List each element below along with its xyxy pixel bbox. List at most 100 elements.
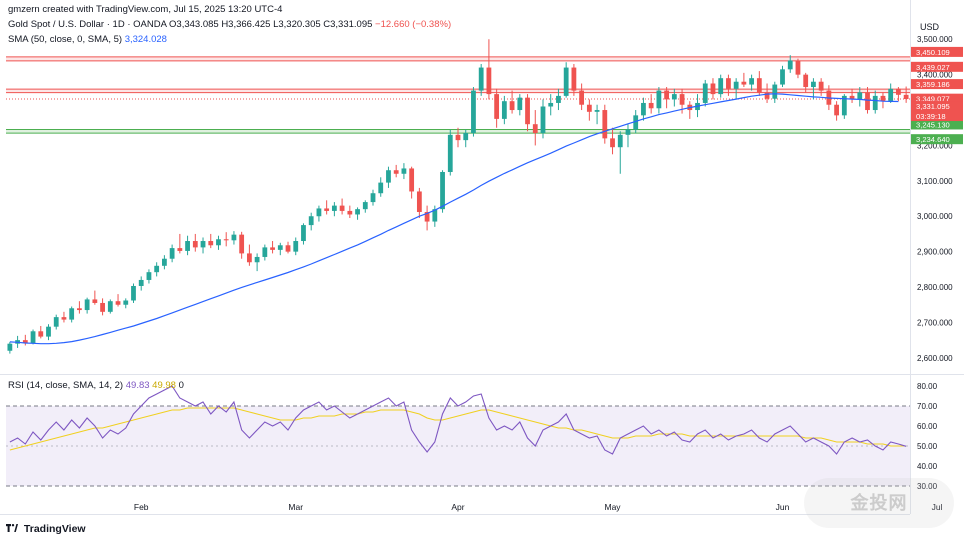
candle-body [285,245,291,252]
candle-body [131,285,136,301]
candle-body [169,248,175,259]
candle-body [594,110,600,112]
candle-body [355,209,360,215]
candle-body [540,106,546,134]
candle-body [30,331,36,343]
candle-body [370,193,376,203]
candle-body [154,265,160,273]
candle-body [53,317,59,327]
candle-body [803,74,809,88]
candle-body [339,205,345,211]
tradingview-logo[interactable]: TradingView [6,523,86,535]
candle-body [903,94,909,100]
rsi-tick-label: 40.00 [917,462,938,471]
candle-body [331,205,337,211]
candle-body [795,60,801,75]
candle-body [223,239,229,241]
candle-body [401,168,407,174]
tradingview-logo-icon [6,524,18,532]
rsi-tick-label: 30.00 [917,482,938,491]
price-change: −12.660 (−0.38%) [375,19,452,30]
price-tick-label: 3,100.000 [917,177,953,186]
support-price-tag [911,134,963,145]
candle-body [440,171,445,210]
candle-body [84,299,90,311]
candle-body [146,272,152,280]
candle-body [22,340,28,343]
time-axis-label: May [604,502,621,512]
candle-body [641,102,646,116]
candle-body [834,104,839,116]
time-axis-label: Feb [134,502,149,512]
candle-body [46,326,51,337]
candle-body [764,92,770,99]
last-price-label: 3,331.095 [916,102,950,111]
ohlc-values: O3,343.085 H3,366.425 L3,320.305 C3,331.… [169,19,373,30]
symbol-title[interactable]: Gold Spot / U.S. Dollar · 1D · OANDA [8,19,167,30]
watermark-logo: 金投网 [804,478,954,528]
support-price-tag [911,119,963,130]
candle-body [161,258,167,266]
candle-body [138,279,144,286]
resistance-zone [6,89,910,93]
resistance-price-label: 3,450.109 [916,48,950,57]
candle-body [756,78,762,93]
resistance-zone [6,56,910,61]
resistance-price-tag [911,93,963,104]
candle-body [386,170,391,183]
last-price-tag [911,101,963,122]
candle-body [780,69,785,85]
candle-body [246,253,252,263]
candle-body [818,81,824,91]
candle-body [200,241,206,248]
candle-body [38,331,44,337]
resistance-price-label: 3,349.077 [916,95,950,104]
resistance-price-tag [911,46,963,57]
candle-body [416,191,422,212]
price-tick-label: 3,400.000 [917,71,953,80]
rsi-label[interactable]: RSI (14, close, SMA, 14, 2) [8,380,124,391]
candle-body [378,182,384,194]
rsi-extra-value: 0 [178,380,184,391]
candle-body [625,129,631,135]
candle-body [671,94,677,100]
symbol-legend[interactable]: Gold Spot / U.S. Dollar · 1D · OANDA O3,… [8,19,451,30]
candle-body [710,83,716,95]
candle-body [501,101,507,119]
candle-body [447,134,453,172]
candle-body [532,124,538,134]
candle-body [517,97,523,111]
rsi-legend[interactable]: RSI (14, close, SMA, 14, 2) 49.83 49.98 … [8,380,184,391]
candle-body [393,170,399,174]
price-tick-label: 2,700.000 [917,318,953,327]
price-tick-label: 2,600.000 [917,354,953,363]
time-axis-label: Jul [932,502,943,512]
candle-body [548,102,554,107]
candle-body [702,83,708,103]
candle-body [61,317,67,320]
candle-body [471,90,476,134]
candle-body [718,78,724,95]
price-tick-label: 3,000.000 [917,212,953,221]
candle-body [262,247,268,257]
candle-body [617,134,623,148]
watermark-text: 金投网 [850,493,908,513]
candle-body [115,301,121,305]
price-tick-label: 3,500.000 [917,35,953,44]
sma-legend[interactable]: SMA (50, close, 0, SMA, 5) 3,324.028 [8,34,167,45]
candle-body [787,60,793,70]
price-tick-label: 2,900.000 [917,248,953,257]
candle-body [478,67,484,91]
candle-body [865,92,870,111]
resistance-price-label: 3,359.186 [916,80,950,89]
candle-body [586,104,592,112]
candle-body [494,94,500,119]
rsi-tick-label: 80.00 [917,382,938,391]
sma-label[interactable]: SMA (50, close, 0, SMA, 5) [8,34,123,45]
candle-body [231,234,237,241]
attribution-line: gmzern created with TradingView.com, Jul… [8,4,282,15]
candle-body [301,225,306,242]
rsi-tick-label: 60.00 [917,422,938,431]
candle-body [571,67,577,91]
